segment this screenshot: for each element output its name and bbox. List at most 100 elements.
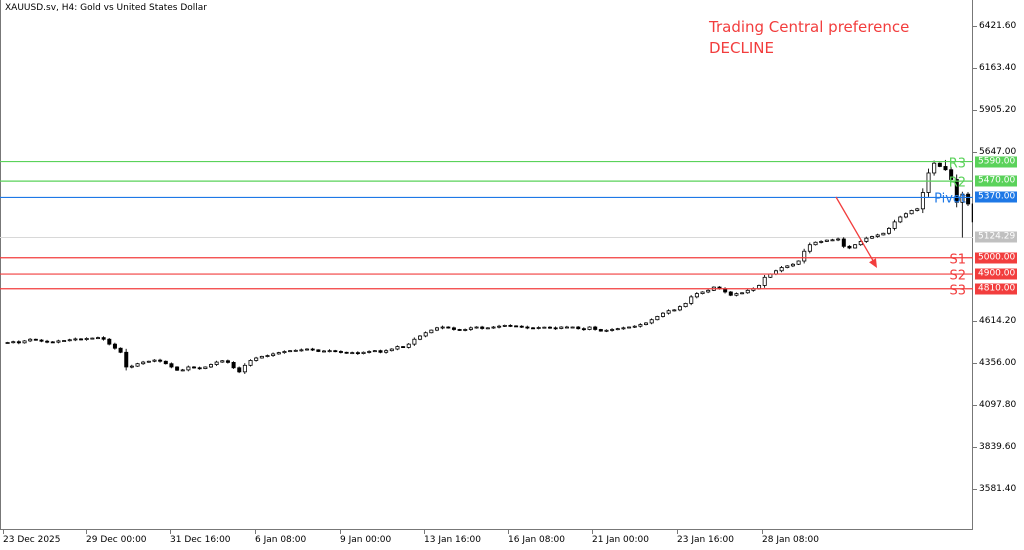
candle <box>429 329 434 334</box>
candle <box>96 336 101 340</box>
price-axis-label: 3839.60 <box>979 441 1017 452</box>
level-label-r3: R3 <box>948 156 966 172</box>
candle <box>564 325 569 329</box>
candle <box>689 295 694 306</box>
price-axis-tick <box>973 446 977 448</box>
candle <box>203 366 208 370</box>
candle <box>813 241 818 246</box>
candle <box>282 350 287 354</box>
time-axis-label: 23 Jan 16:00 <box>677 535 734 545</box>
price-axis-label: 4614.20 <box>979 315 1017 326</box>
candle <box>751 287 756 292</box>
candle <box>231 361 236 369</box>
candle <box>468 326 473 331</box>
candle <box>350 351 355 355</box>
candle <box>502 324 507 327</box>
time-axis-label: 13 Jan 16:00 <box>424 535 481 545</box>
time-axis-tick <box>170 530 171 534</box>
candle <box>881 232 886 236</box>
time-axis-label: 29 Dec 00:00 <box>86 535 147 545</box>
candle <box>5 341 10 344</box>
candle <box>265 354 270 358</box>
time-axis-tick <box>762 530 763 534</box>
candle <box>790 263 795 268</box>
candle <box>672 309 677 312</box>
candle <box>621 326 626 330</box>
candle <box>327 349 332 353</box>
time-axis-label: 21 Jan 00:00 <box>592 535 649 545</box>
candle <box>587 326 592 331</box>
candle <box>734 292 739 297</box>
candle <box>186 365 191 372</box>
candle <box>299 348 304 352</box>
time-axis-label: 28 Jan 08:00 <box>762 535 819 545</box>
candle <box>559 326 564 330</box>
candle <box>824 239 829 243</box>
candle <box>344 351 349 354</box>
candle <box>355 351 360 355</box>
candle <box>192 366 197 369</box>
price-axis-tick <box>973 362 977 364</box>
candle <box>384 349 389 354</box>
candle <box>208 363 213 368</box>
candle <box>853 244 858 249</box>
candle <box>84 337 89 341</box>
time-axis-label: 9 Jan 00:00 <box>340 535 392 545</box>
candle <box>576 326 581 330</box>
candle <box>525 325 530 330</box>
candle <box>276 351 281 355</box>
price-axis-tick <box>973 489 977 490</box>
candle <box>536 326 541 330</box>
candle <box>118 347 123 354</box>
price-axis-label: 5905.20 <box>979 105 1017 116</box>
candle <box>175 366 180 371</box>
candle <box>542 326 547 329</box>
candle <box>937 162 942 168</box>
candle <box>378 349 383 354</box>
candle <box>870 235 875 239</box>
candle <box>474 326 479 329</box>
chart-area[interactable] <box>0 0 973 530</box>
level-price-tag-s2: 4900.00 <box>975 268 1017 280</box>
price-axis-label: 3581.40 <box>979 484 1017 494</box>
candle <box>197 366 202 370</box>
price-axis-label: 6163.40 <box>979 63 1017 74</box>
candle <box>644 322 649 326</box>
current-price-tag: 5124.29 <box>975 231 1017 243</box>
candle <box>372 350 377 353</box>
candle <box>694 292 699 299</box>
candle <box>107 338 112 346</box>
candle <box>124 348 129 371</box>
price-axis-label: 4356.00 <box>979 357 1017 368</box>
candle <box>152 359 157 363</box>
candle <box>141 360 146 365</box>
candle <box>514 325 519 328</box>
candle <box>248 359 253 367</box>
price-axis-label: 6421.60 <box>979 21 1017 31</box>
level-price-tag-pivot: 5370.00 <box>975 191 1017 203</box>
candle <box>932 160 937 176</box>
candle <box>214 360 219 366</box>
candle <box>779 266 784 273</box>
candle <box>677 305 682 312</box>
candle <box>16 340 21 345</box>
time-axis-label: 31 Dec 16:00 <box>170 535 231 545</box>
candle <box>802 248 807 264</box>
candle <box>971 203 973 223</box>
time-axis-tick <box>340 530 341 534</box>
candle <box>706 289 711 294</box>
candle <box>864 236 869 243</box>
candle <box>949 166 954 183</box>
chart-title: XAUUSD.sv, H4: Gold vs United States Dol… <box>5 3 208 13</box>
level-price-tag-r3: 5590.00 <box>975 156 1017 168</box>
time-axis-tick <box>255 530 256 534</box>
level-price-tag-s1: 5000.00 <box>975 252 1017 264</box>
candlestick-plot[interactable] <box>0 0 973 530</box>
candle <box>361 351 366 355</box>
candle <box>892 219 897 231</box>
candle <box>632 325 637 329</box>
candle <box>819 240 824 244</box>
candle <box>887 226 892 235</box>
candle <box>101 336 106 341</box>
level-price-tag-r2: 5470.00 <box>975 175 1017 187</box>
